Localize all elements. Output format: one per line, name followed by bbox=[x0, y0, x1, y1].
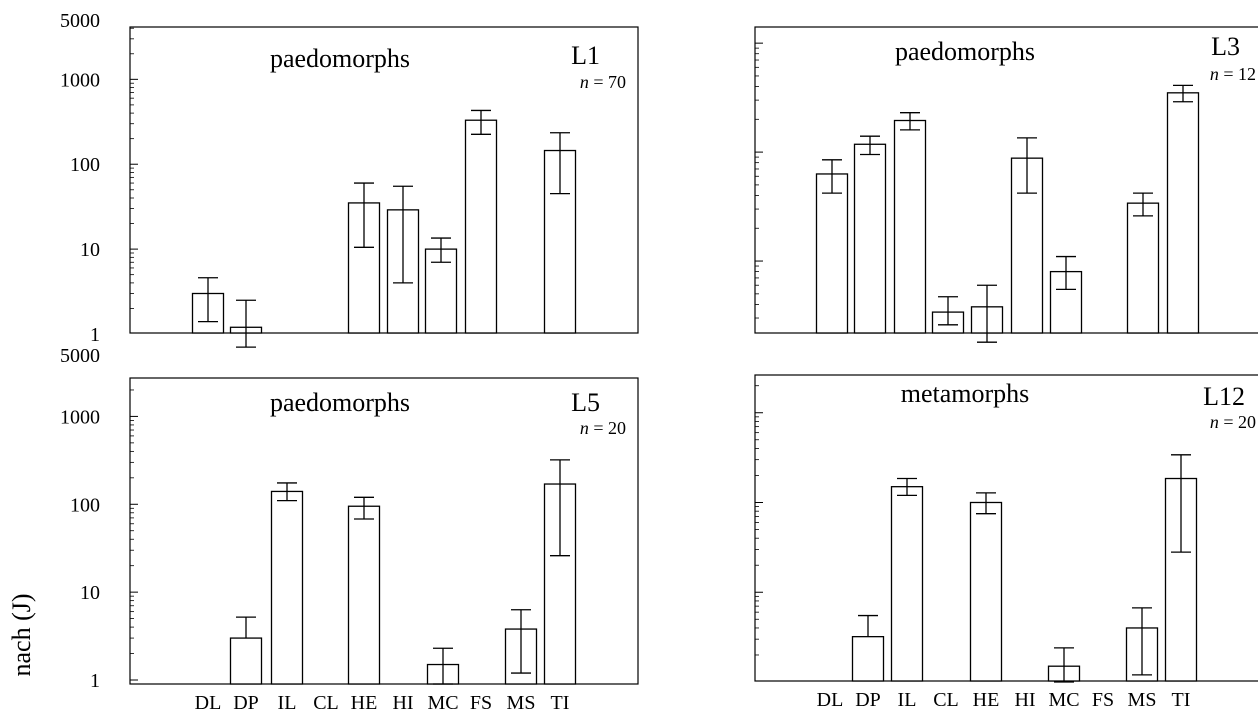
y-tick-label: 1000 bbox=[60, 406, 100, 428]
x-tick-label-cl: CL bbox=[933, 689, 959, 711]
x-tick-label-hi: HI bbox=[1014, 689, 1035, 711]
x-tick-label-il: IL bbox=[278, 692, 297, 714]
panel-frame bbox=[754, 374, 1258, 682]
bar-dp bbox=[851, 636, 885, 682]
y-tick-label: 100 bbox=[70, 494, 100, 516]
bars bbox=[815, 84, 1200, 343]
x-tick-label-dp: DP bbox=[855, 689, 881, 711]
bar-il bbox=[270, 490, 304, 685]
panel-title: paedomorphs bbox=[270, 388, 410, 417]
bars bbox=[229, 459, 577, 685]
panel-title: paedomorphs bbox=[270, 44, 410, 73]
bar-ms bbox=[1126, 202, 1160, 334]
sample-size-label: n = 20 bbox=[1210, 412, 1256, 432]
bar-dl bbox=[815, 173, 849, 334]
y-tick-label: 5000 bbox=[60, 10, 100, 32]
bar-ti bbox=[1166, 92, 1200, 334]
bars bbox=[851, 454, 1198, 683]
panel-l12: metamorphs L12 n = 20 DL DP IL CL HE HI MC FS MS… bbox=[754, 374, 1258, 711]
bar-he bbox=[969, 501, 1003, 682]
y-tick-label: 10 bbox=[80, 582, 100, 604]
sample-size-label: n = 20 bbox=[580, 418, 626, 438]
sample-size-label: n = 12 bbox=[1210, 64, 1256, 84]
x-tick-label-mc: MC bbox=[1048, 689, 1079, 711]
bar-hi bbox=[1010, 157, 1044, 334]
x-tick-label-mc: MC bbox=[427, 692, 458, 714]
x-tick-label-ti: TI bbox=[1172, 689, 1191, 711]
x-tick-label-hi: HI bbox=[392, 692, 413, 714]
x-tick-label-il: IL bbox=[898, 689, 917, 711]
bar-he bbox=[347, 505, 381, 685]
x-tick-label-dl: DL bbox=[817, 689, 844, 711]
y-axis-label-fragment: nach (J) bbox=[7, 593, 36, 676]
x-tick-label-fs: FS bbox=[470, 692, 492, 714]
bar-il bbox=[890, 486, 924, 682]
x-tick-label-fs: FS bbox=[1092, 689, 1114, 711]
x-tick-label-cl: CL bbox=[313, 692, 339, 714]
y-tick-label: 1 bbox=[90, 324, 100, 346]
y-axis: 5000 1000 100 10 1 bbox=[60, 10, 138, 346]
population-label: L3 bbox=[1211, 32, 1240, 61]
x-tick-label-ti: TI bbox=[551, 692, 570, 714]
bar-dp bbox=[229, 637, 263, 685]
bar-mc bbox=[424, 248, 458, 334]
bar-il bbox=[893, 119, 927, 334]
sample-size-label: n = 70 bbox=[580, 72, 626, 92]
x-tick-label-he: HE bbox=[351, 692, 378, 714]
y-tick-label: 5000 bbox=[60, 345, 100, 367]
population-label: L5 bbox=[571, 388, 600, 417]
y-axis bbox=[755, 42, 763, 319]
y-axis: 5000 1000 100 10 1 bbox=[60, 345, 138, 692]
x-axis: DL DP IL CL HE HI MC FS MS TI bbox=[817, 689, 1191, 711]
panel-l1: paedomorphs L1 n = 70 5000 1000 100 10 1 bbox=[60, 10, 639, 348]
x-tick-label-he: HE bbox=[973, 689, 1000, 711]
population-label: L1 bbox=[571, 41, 600, 70]
x-axis: DL DP IL CL HE HI MC FS MS TI bbox=[195, 692, 570, 714]
panel-l3: paedomorphs L3 n = 12 bbox=[754, 26, 1258, 343]
y-axis bbox=[755, 385, 763, 656]
x-tick-label-ms: MS bbox=[507, 692, 536, 714]
panel-title: paedomorphs bbox=[895, 37, 1035, 66]
x-tick-label-ms: MS bbox=[1128, 689, 1157, 711]
bar-fs bbox=[464, 119, 498, 334]
panel-frame bbox=[129, 26, 639, 334]
population-label: L12 bbox=[1203, 382, 1245, 411]
y-tick-label: 100 bbox=[70, 154, 100, 176]
bar-dp bbox=[853, 143, 887, 334]
bars bbox=[191, 109, 577, 348]
panel-title: metamorphs bbox=[901, 379, 1030, 408]
y-tick-label: 10 bbox=[80, 239, 100, 261]
x-tick-label-dp: DP bbox=[233, 692, 259, 714]
y-tick-label: 1 bbox=[90, 670, 100, 692]
x-tick-label-dl: DL bbox=[195, 692, 222, 714]
y-tick-label: 1000 bbox=[60, 69, 100, 91]
